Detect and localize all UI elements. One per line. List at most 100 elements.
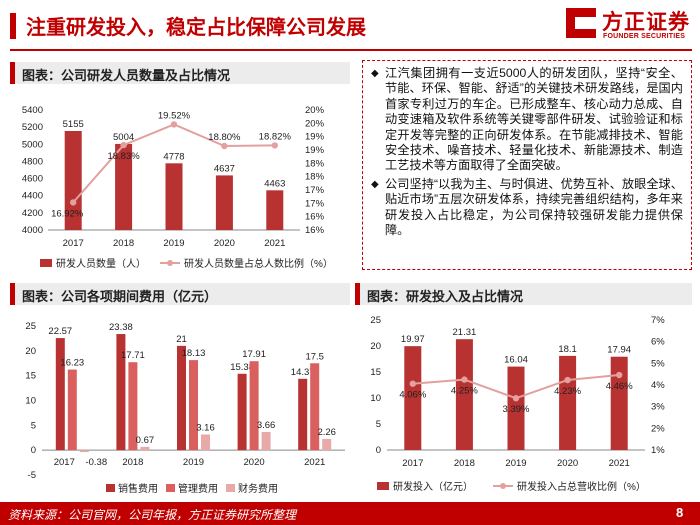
y2-tick-label: 20% (305, 105, 325, 116)
logo-name: 方正证券 (602, 11, 690, 34)
page-number: 8 (676, 505, 684, 520)
y-tick-label: -5 (28, 470, 36, 481)
bar-data-label: 17.94 (607, 345, 631, 356)
y-tick-label: 25 (370, 315, 381, 326)
line-data-label: 16.92% (51, 208, 84, 219)
bar-expense (298, 378, 308, 451)
bullet-text: 江汽集团拥有一支近5000人的研发团队，坚持“安全、节能、环保、智能、舒适”的关… (385, 66, 683, 173)
legend-label: 财务费用 (238, 482, 278, 495)
y-tick-label: 4600 (22, 174, 43, 185)
bar-rd-investment (559, 355, 577, 450)
bar-expense (140, 446, 150, 451)
bar-data-label: 22.57 (48, 326, 72, 337)
x-tick-label: 2021 (304, 457, 325, 468)
line-point (616, 371, 623, 379)
bar-data-label: 0.67 (136, 435, 155, 446)
legend-label: 管理费用 (178, 482, 218, 495)
y-tick-label: 20 (370, 341, 381, 352)
y2-tick-label: 18% (305, 172, 325, 183)
y2-tick-label: 3% (651, 402, 665, 413)
legend-swatch-point (167, 260, 173, 266)
y-tick-label: 4200 (22, 208, 43, 219)
bar-data-label: 14.37 (291, 367, 315, 378)
line-point (221, 142, 228, 150)
y-tick-label: 25 (25, 321, 36, 332)
bar-data-label: 17.91 (242, 349, 266, 360)
section-title-expenses: 图表：公司各项期间费用（亿元） (22, 289, 218, 304)
bar-data-label: 4637 (214, 163, 235, 174)
bar-data-label: 17.71 (121, 350, 145, 361)
bar-data-label: 21 (176, 334, 187, 345)
x-tick-label: 2019 (163, 238, 184, 249)
y2-tick-label: 19% (305, 132, 325, 143)
y2-tick-label: 5% (651, 358, 665, 369)
x-tick-label: 2020 (244, 457, 265, 468)
logo-mark-icon (566, 8, 596, 38)
y2-tick-label: 2% (651, 423, 665, 434)
section-header-staff: 图表：公司研发人员数量及占比情况 (10, 62, 350, 84)
bar-staff-count (115, 143, 133, 230)
y-tick-label: 4400 (22, 191, 43, 202)
y-tick-label: 5000 (22, 139, 43, 150)
line-data-label: 18.80% (208, 132, 241, 143)
bar-expense (310, 363, 320, 451)
section-title-staff: 图表：公司研发人员数量及占比情况 (22, 68, 231, 83)
legend-swatch-point (500, 483, 506, 489)
bar-data-label: 17.5 (305, 351, 324, 362)
legend-label: 研发投入占总营收比例（%） (517, 480, 646, 493)
bullet-diamond-icon: ◆ (371, 178, 379, 190)
bar-data-label: 18.1 (558, 344, 577, 355)
y2-tick-label: 17% (305, 198, 325, 209)
x-tick-label: 2017 (402, 458, 423, 469)
legend-swatch-bar (377, 482, 389, 490)
bar-expense (201, 434, 210, 451)
chart-svg: 4000 4200 4400 4600 4800 5000 5200 5400 16% 16% 17… (22, 105, 333, 270)
bar-rd-investment (404, 346, 422, 450)
x-tick-label: 2018 (454, 458, 475, 469)
line-data-label: 19.52% (158, 110, 191, 121)
bar-data-label: 5155 (63, 119, 84, 130)
slide-title: 注重研发投入，稳定占比保障公司发展 (26, 17, 366, 39)
bar-staff-count (215, 175, 233, 230)
legend-label: 销售费用 (118, 482, 158, 495)
bullet-diamond-icon: ◆ (371, 68, 379, 79)
y2-tick-label: 4% (651, 380, 665, 391)
bar-expense (55, 338, 65, 451)
legend-swatch-bar (40, 259, 52, 267)
x-tick-label: 2019 (183, 457, 204, 468)
bar-data-label: 19.97 (401, 334, 425, 345)
legend-label: 研发投入（亿元） (393, 480, 473, 493)
y-tick-label: 4800 (22, 156, 43, 167)
line-data-label: 3.39% (503, 404, 530, 415)
bar-expense (116, 334, 126, 451)
y2-tick-label: 20% (305, 118, 325, 129)
bar-data-label: 15.38 (230, 362, 254, 373)
bar-data-label: 16.04 (504, 355, 528, 366)
line-point (564, 376, 571, 384)
legend-swatch-bar (106, 484, 115, 492)
x-tick-label: 2021 (609, 458, 630, 469)
line-point (70, 199, 77, 206)
bar-staff-count (266, 190, 284, 230)
y2-tick-label: 6% (651, 337, 665, 348)
bullet-point: ◆ 公司坚持“以我为主、与时俱进、优势互补、放眼全球、贴近市场”五层次研发体系，… (371, 177, 683, 239)
line-data-label: 18.82% (259, 131, 292, 142)
y2-tick-label: 19% (305, 145, 325, 156)
bar-data-label: 4463 (264, 178, 285, 189)
x-tick-label: 2017 (54, 457, 75, 468)
line-point (409, 380, 416, 387)
bullet-point: ◆ 江汽集团拥有一支近5000人的研发团队，坚持“安全、节能、环保、智能、舒适”… (371, 66, 683, 174)
y-tick-label: 10 (370, 393, 381, 404)
section-header-expenses: 图表：公司各项期间费用（亿元） (10, 283, 350, 305)
y2-tick-label: 7% (651, 315, 665, 326)
bar-data-label: 5004 (113, 132, 134, 143)
bar-expense (67, 369, 77, 451)
x-tick-label: 2020 (557, 458, 578, 469)
chart-expenses: -5 0 5 10 15 20 25 22.57 16.23 -0.38 2017 23.38 17.7… (0, 310, 355, 500)
y2-tick-label: 1% (651, 445, 665, 456)
y2-tick-label: 18% (305, 158, 325, 169)
legend-swatch-bar (226, 484, 235, 492)
line-data-label: 4.06% (399, 390, 426, 401)
bar-data-label: 18.13 (182, 348, 206, 359)
y2-tick-label: 16% (305, 225, 325, 236)
